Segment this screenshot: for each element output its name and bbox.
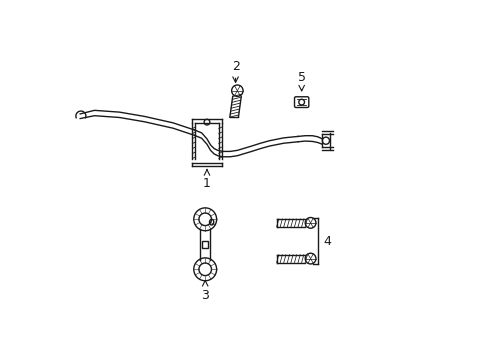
Bar (202, 241, 207, 248)
Text: 5: 5 (297, 71, 305, 84)
Text: 3: 3 (201, 289, 209, 302)
Text: 4: 4 (323, 235, 330, 248)
Text: 2: 2 (231, 60, 239, 73)
Text: 1: 1 (203, 177, 210, 190)
